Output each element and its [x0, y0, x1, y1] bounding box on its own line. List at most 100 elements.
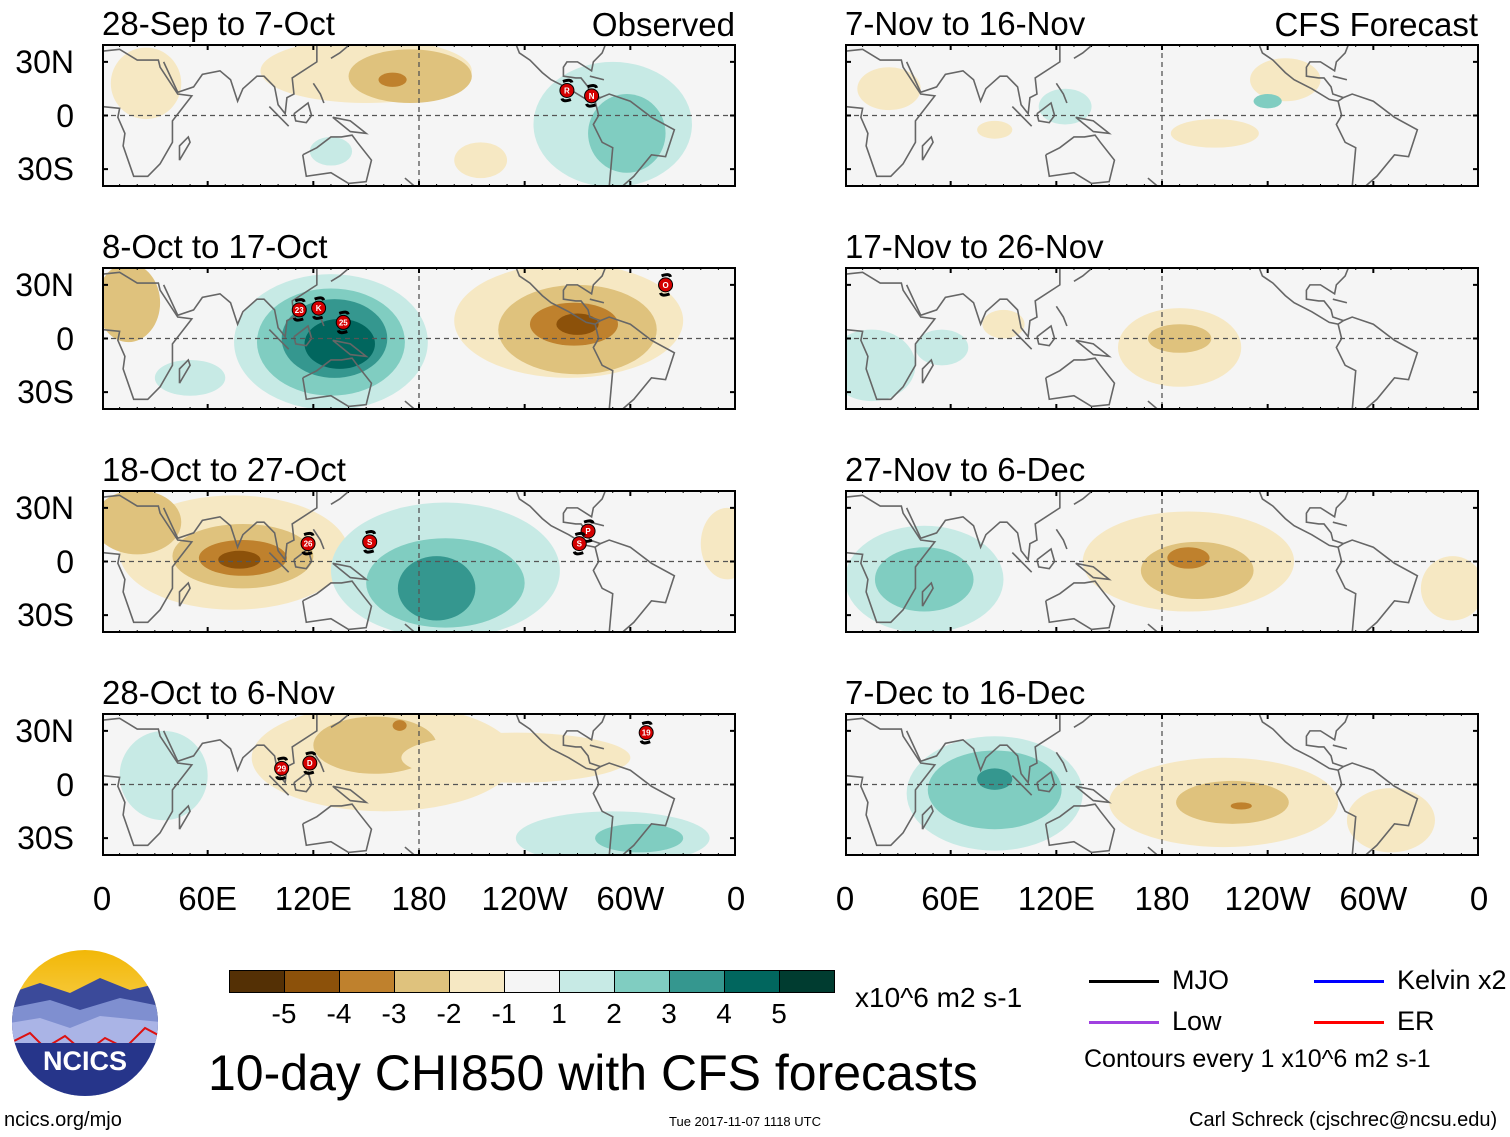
negative-anomaly-region	[110, 47, 182, 120]
coastline	[312, 528, 325, 550]
coastline	[268, 106, 290, 127]
colorbar-tick-label: -5	[271, 998, 297, 1029]
negative-anomaly-region	[556, 313, 599, 335]
storm-marker: 26	[300, 531, 316, 556]
coastline	[1036, 324, 1056, 347]
storm-marker: N	[584, 84, 600, 108]
y-tick-label: 0	[56, 320, 74, 357]
x-tick-label: 120W	[481, 880, 568, 917]
coastline	[905, 267, 1061, 339]
panel-title: 17-Nov to 26-Nov	[845, 228, 1104, 265]
map-panel: 26 S P S	[102, 490, 736, 633]
coastline	[332, 785, 369, 804]
negative-anomaly-region	[1346, 788, 1435, 853]
coastline	[1335, 101, 1357, 187]
panel-frame	[102, 44, 736, 187]
legend-label: Kelvin x2	[1397, 965, 1507, 995]
coastline	[301, 357, 373, 408]
coastline	[1332, 744, 1348, 750]
panel-title: 7-Nov to 16-Nov	[845, 5, 1086, 42]
coastline	[1044, 357, 1116, 408]
coastline	[330, 490, 351, 505]
coastline	[592, 770, 614, 856]
y-tick-label: 30S	[17, 151, 74, 188]
colorbar-swatch	[449, 970, 505, 993]
logo: NCICS	[10, 948, 160, 1098]
coastline	[1332, 521, 1348, 527]
coastline	[332, 116, 369, 135]
coastline	[268, 552, 290, 573]
coastline	[1258, 44, 1350, 103]
footer-url[interactable]: ncics.org/mjo	[4, 1109, 122, 1131]
coastline	[1075, 339, 1112, 358]
x-tick-label: 120E	[274, 880, 352, 917]
legend-label: ER	[1397, 1006, 1435, 1036]
coastline	[102, 494, 194, 624]
coastline	[1073, 490, 1094, 505]
colorbar-swatch	[284, 970, 340, 993]
x-tick-label: 0	[1469, 880, 1489, 917]
panel-frame	[102, 713, 736, 856]
storm-label: K	[316, 304, 322, 313]
panel-frame	[845, 490, 1479, 633]
colorbar-tick-label: -4	[326, 998, 352, 1029]
coastline	[1073, 267, 1094, 282]
storm-marker: D	[302, 751, 318, 775]
colorbar-tick-label: -1	[491, 998, 517, 1029]
storm-label: S	[577, 540, 583, 549]
coastline	[332, 562, 369, 581]
negative-anomaly-region	[1167, 547, 1210, 569]
coastline	[293, 547, 313, 570]
colorbar-swatch	[779, 970, 835, 993]
coastline	[1044, 580, 1116, 631]
colorbar-tick-label: 5	[771, 998, 787, 1029]
coastline	[1075, 116, 1112, 135]
coastline	[162, 490, 318, 562]
storm-label: R	[564, 86, 570, 95]
positive-anomaly-region	[874, 547, 974, 612]
storm-label: P	[585, 527, 591, 536]
coastline	[1036, 547, 1056, 570]
coastline	[1036, 770, 1056, 793]
coastline	[1258, 267, 1350, 326]
coastline	[178, 358, 191, 384]
y-tick-label: 30S	[17, 597, 74, 634]
positive-anomaly-region	[845, 329, 916, 402]
panel-title: 27-Nov to 6-Dec	[845, 451, 1086, 488]
x-tick-label: 60W	[596, 880, 665, 917]
map-panel	[845, 713, 1479, 856]
y-tick-label: 30N	[15, 712, 74, 749]
coastline	[589, 744, 605, 750]
coastline	[178, 581, 191, 607]
x-tick-label: 120E	[1017, 880, 1095, 917]
negative-anomaly-region	[857, 67, 921, 111]
positive-anomaly-region	[1253, 94, 1282, 109]
colorbar-swatch	[504, 970, 560, 993]
coastline	[1073, 713, 1094, 728]
coastline	[1055, 751, 1068, 773]
figure-title: 10-day CHI850 with CFS forecasts	[208, 1045, 978, 1101]
panel-frame	[845, 267, 1479, 410]
panel-title: 8-Oct to 17-Oct	[102, 228, 328, 265]
panel-frame	[102, 267, 736, 410]
coastline	[1011, 106, 1033, 127]
legend-line	[1314, 980, 1384, 983]
colorbar-swatch	[559, 970, 615, 993]
y-tick-label: 0	[56, 543, 74, 580]
logo-text: NCICS	[43, 1046, 127, 1076]
coastline	[592, 547, 614, 633]
coastline	[1258, 490, 1350, 549]
coastline	[312, 751, 325, 773]
y-tick-label: 30N	[15, 266, 74, 303]
storm-marker: R	[559, 78, 575, 103]
coastline	[600, 93, 676, 187]
footer-timestamp: Tue 2017-11-07 1118 UTC	[669, 1114, 821, 1129]
negative-anomaly-region	[392, 720, 407, 731]
coastline	[1011, 552, 1033, 573]
x-tick-label: 60W	[1339, 880, 1408, 917]
coastline	[102, 48, 194, 178]
storm-label: N	[589, 92, 595, 101]
negative-anomaly-region	[378, 72, 407, 87]
map-panel: 29 D 19	[102, 713, 736, 856]
coastline	[592, 101, 614, 187]
